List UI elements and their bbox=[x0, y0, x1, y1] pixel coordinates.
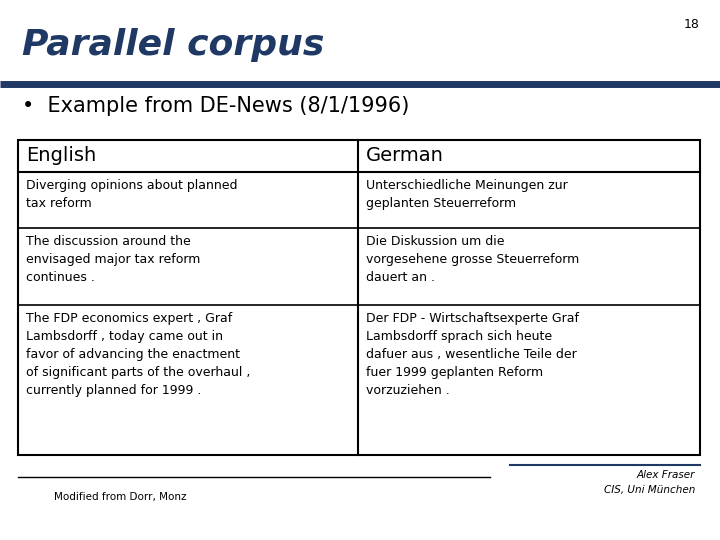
Bar bbox=[18, 140, 700, 455]
Text: Parallel corpus: Parallel corpus bbox=[22, 28, 325, 62]
Text: CIS, Uni München: CIS, Uni München bbox=[603, 485, 695, 495]
Text: The FDP economics expert , Graf
Lambsdorff , today came out in
favor of advancin: The FDP economics expert , Graf Lambsdor… bbox=[26, 312, 251, 397]
Text: Modified from Dorr, Monz: Modified from Dorr, Monz bbox=[54, 492, 186, 502]
Text: German: German bbox=[366, 146, 444, 165]
Text: Der FDP - Wirtschaftsexperte Graf
Lambsdorff sprach sich heute
dafuer aus , wese: Der FDP - Wirtschaftsexperte Graf Lambsd… bbox=[366, 312, 579, 397]
Text: Unterschiedliche Meinungen zur
geplanten Steuerreform: Unterschiedliche Meinungen zur geplanten… bbox=[366, 179, 568, 210]
Text: Die Diskussion um die
vorgesehene grosse Steuerreform
dauert an .: Die Diskussion um die vorgesehene grosse… bbox=[366, 235, 580, 284]
Text: English: English bbox=[26, 146, 96, 165]
Text: •  Example from DE-News (8/1/1996): • Example from DE-News (8/1/1996) bbox=[22, 96, 410, 116]
Text: Diverging opinions about planned
tax reform: Diverging opinions about planned tax ref… bbox=[26, 179, 238, 210]
Text: 18: 18 bbox=[684, 18, 700, 31]
Text: The discussion around the
envisaged major tax reform
continues .: The discussion around the envisaged majo… bbox=[26, 235, 200, 284]
Text: Alex Fraser: Alex Fraser bbox=[636, 470, 695, 480]
